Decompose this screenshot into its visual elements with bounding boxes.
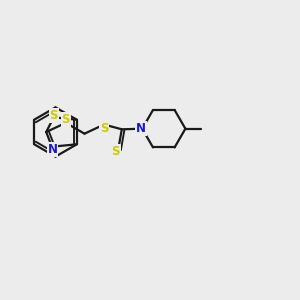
Text: S: S	[50, 109, 58, 122]
Text: S: S	[61, 113, 70, 126]
Text: N: N	[47, 142, 58, 156]
Text: N: N	[136, 122, 146, 135]
Text: S: S	[112, 145, 120, 158]
Text: S: S	[100, 122, 108, 135]
